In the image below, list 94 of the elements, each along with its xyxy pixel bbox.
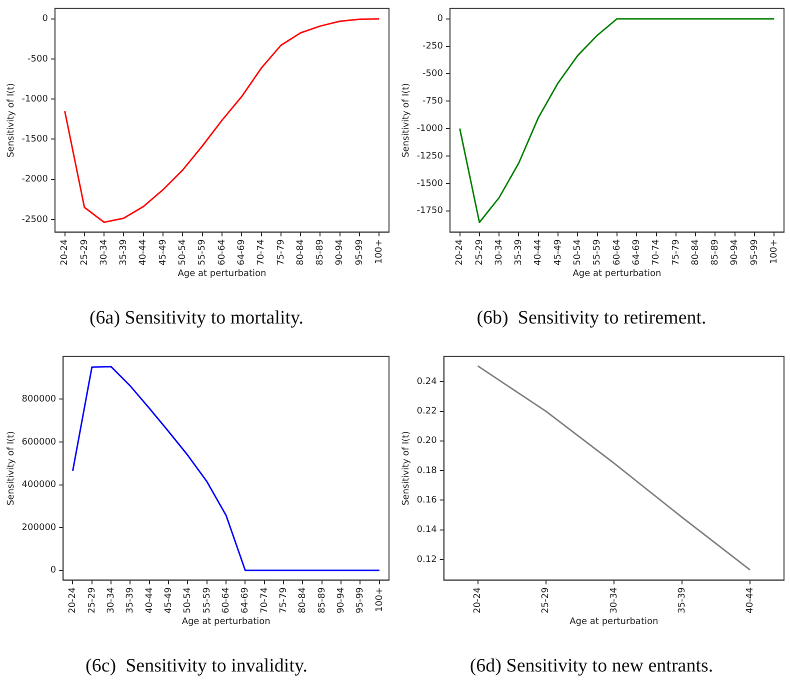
- x-tick-label: 25-29: [87, 586, 98, 614]
- x-tick-label: 85-89: [317, 586, 328, 614]
- x-tick-label: 30-34: [609, 586, 620, 614]
- y-tick-label: -1750: [416, 206, 444, 216]
- x-tick-label: 30-34: [99, 238, 110, 266]
- x-tick-label: 30-34: [494, 238, 504, 266]
- y-tick-label: 0.12: [416, 554, 437, 565]
- x-tick-label: 20-24: [455, 238, 466, 266]
- x-tick-label: 90-94: [336, 586, 346, 614]
- x-tick-label: 45-49: [553, 238, 564, 266]
- x-tick-label: 40-44: [144, 586, 155, 614]
- x-tick-label: 85-89: [316, 238, 326, 266]
- x-tick-label: 40-44: [138, 238, 149, 266]
- x-tick-label: 20-24: [60, 238, 70, 266]
- x-tick-label: 90-94: [335, 238, 346, 266]
- x-tick-label: 25-29: [474, 238, 485, 266]
- y-tick-label: 600000: [22, 437, 56, 448]
- x-tick-label: 35-39: [514, 238, 524, 266]
- x-tick-label: 64-69: [632, 238, 642, 266]
- y-tick-label: 400000: [22, 480, 56, 490]
- x-tick-label: 70-74: [256, 238, 267, 266]
- y-axis-title: Sensitivity of I(t): [6, 83, 17, 158]
- y-tick-label: -500: [28, 54, 48, 64]
- y-tick-label: -1500: [22, 134, 48, 145]
- x-tick-label: 50-54: [183, 586, 194, 614]
- x-tick-label: 60-64: [612, 238, 622, 266]
- text: (6a) Sensitivity to mortality.: [89, 308, 304, 329]
- x-tick-label: 100+: [374, 239, 385, 264]
- y-tick-label: -250: [422, 42, 444, 52]
- y-tick-label: -1500: [416, 178, 444, 189]
- y-tick-label: 0.22: [416, 406, 437, 417]
- x-tick-label: 95-99: [354, 238, 365, 266]
- y-tick-label: 200000: [22, 522, 56, 533]
- y-tick-label: -2000: [22, 174, 48, 185]
- x-tick-label: 64-69: [236, 238, 247, 266]
- text: (6c) Sensitivity to invalidity.: [86, 656, 308, 677]
- x-axis-title: Age at perturbation: [182, 617, 270, 628]
- y-axis-title: Sensitivity of I(t): [402, 431, 412, 506]
- y-tick-label: -750: [422, 96, 444, 106]
- x-tick-label: 70-74: [260, 586, 270, 614]
- x-axis-title: Age at perturbation: [570, 617, 658, 628]
- y-axis-title: Sensitivity of I(t): [6, 431, 17, 506]
- x-tick-label: 80-84: [690, 238, 701, 266]
- y-tick-label: 800000: [22, 394, 56, 405]
- x-tick-label: 35-39: [677, 586, 688, 614]
- x-tick-label: 75-79: [278, 586, 289, 614]
- x-tick-label: 80-84: [298, 586, 308, 614]
- text: (6b) Sensitivity to retirement.: [476, 308, 706, 329]
- x-tick-label: 25-29: [541, 586, 552, 614]
- x-tick-label: 45-49: [164, 586, 174, 614]
- y-tick-label: -2500: [22, 214, 48, 225]
- x-tick-label: 50-54: [178, 238, 188, 266]
- y-tick-label: 0.16: [416, 496, 438, 506]
- y-tick-label: 0.14: [416, 525, 438, 536]
- y-tick-label: 0: [50, 566, 56, 576]
- x-tick-label: 20-24: [473, 586, 484, 614]
- x-tick-label: 60-64: [221, 586, 232, 614]
- y-tick-label: 0: [42, 14, 48, 24]
- x-tick-label: 20-24: [68, 586, 78, 614]
- x-tick-label: 45-49: [158, 238, 168, 266]
- y-tick-label: 0.20: [416, 436, 438, 446]
- x-tick-label: 80-84: [296, 238, 306, 266]
- x-tick-label: 85-89: [710, 238, 721, 266]
- x-tick-label: 30-34: [106, 586, 116, 614]
- x-tick-label: 100+: [770, 239, 780, 264]
- x-tick-label: 40-44: [534, 238, 544, 266]
- x-tick-label: 55-59: [202, 586, 212, 614]
- y-tick-label: -1000: [416, 124, 444, 134]
- x-tick-label: 100+: [374, 587, 385, 612]
- y-tick-label: 0: [437, 14, 444, 24]
- y-tick-label: 0.18: [416, 466, 438, 476]
- x-tick-label: 55-59: [198, 238, 208, 266]
- x-tick-label: 64-69: [240, 586, 251, 614]
- y-tick-label: 0.24: [416, 376, 438, 387]
- x-tick-label: 95-99: [356, 586, 366, 614]
- x-tick-label: 35-39: [126, 586, 136, 614]
- x-tick-label: 50-54: [573, 238, 584, 266]
- x-tick-label: 40-44: [745, 586, 756, 614]
- x-tick-label: 75-79: [671, 238, 682, 266]
- x-tick-label: 35-39: [119, 238, 130, 266]
- x-tick-label: 60-64: [217, 238, 228, 266]
- x-axis-title: Age at perturbation: [572, 269, 662, 280]
- x-tick-label: 90-94: [730, 238, 740, 266]
- y-tick-label: -500: [422, 69, 444, 80]
- x-tick-label: 75-79: [276, 238, 286, 266]
- x-axis-title: Age at perturbation: [178, 269, 266, 280]
- y-tick-label: -1250: [416, 151, 444, 162]
- x-tick-label: 25-29: [80, 238, 90, 266]
- y-tick-label: -1000: [22, 94, 48, 104]
- y-axis-title: Sensitivity of I(t): [402, 83, 412, 158]
- x-tick-label: 70-74: [652, 238, 662, 266]
- text: (6d) Sensitivity to new entrants.: [470, 656, 714, 677]
- x-tick-label: 55-59: [592, 238, 603, 266]
- x-tick-label: 95-99: [750, 238, 760, 266]
